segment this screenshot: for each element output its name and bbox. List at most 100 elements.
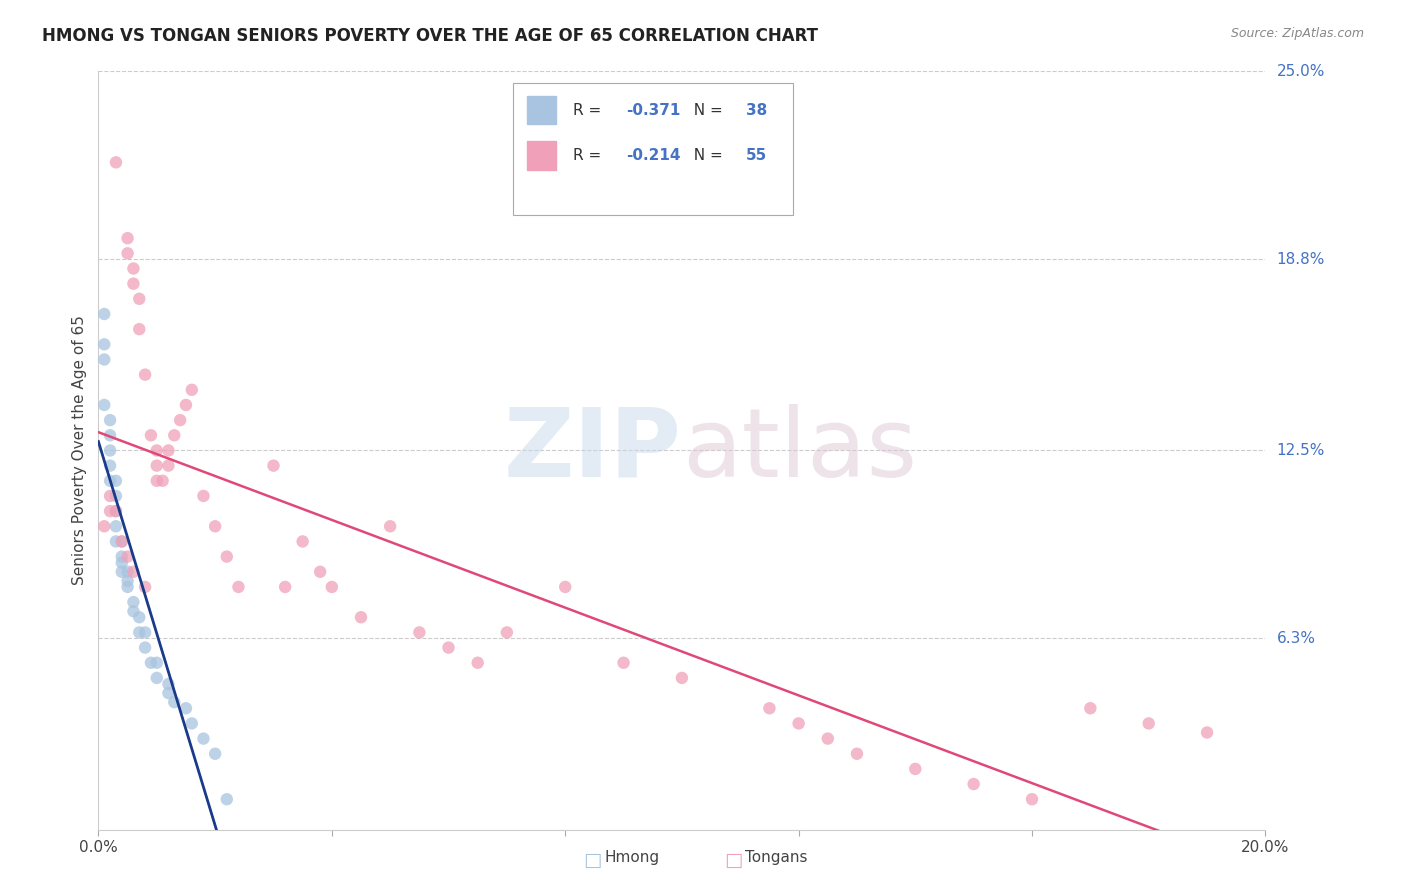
Text: atlas: atlas [682,404,917,497]
Point [111,565,134,579]
Point [134,580,156,594]
Point [1021,792,1043,806]
Point [274,580,297,594]
Y-axis label: Seniors Poverty Over the Age of 65: Seniors Poverty Over the Age of 65 [72,316,87,585]
Point [98,428,121,442]
Point [146,656,169,670]
Point [139,428,162,442]
Point [787,716,810,731]
Point [93,519,115,533]
Point [111,549,134,564]
Point [98,474,121,488]
Point [111,534,134,549]
Point [157,443,180,458]
Text: R =: R = [574,103,606,118]
Point [98,458,121,473]
Point [846,747,869,761]
Point [122,565,145,579]
Point [496,625,519,640]
Text: 12.5%: 12.5% [1277,443,1324,458]
Point [817,731,839,746]
Point [157,458,180,473]
Point [122,261,145,276]
Text: R =: R = [574,148,606,163]
Point [128,625,150,640]
Point [117,549,139,564]
Point [350,610,373,624]
Point [111,556,134,570]
Point [309,565,332,579]
Point [262,458,284,473]
Text: 6.3%: 6.3% [1277,631,1316,646]
Point [134,625,156,640]
Point [117,580,139,594]
Point [146,458,169,473]
Point [904,762,927,776]
Text: N =: N = [685,148,728,163]
Point [671,671,693,685]
Point [437,640,460,655]
Text: -0.214: -0.214 [626,148,681,163]
Point [134,640,156,655]
Point [146,443,169,458]
Text: ZIP: ZIP [503,404,682,497]
Point [174,398,197,412]
Point [291,534,314,549]
Point [139,656,162,670]
Text: 55: 55 [747,148,768,163]
Text: □: □ [583,851,602,870]
Point [93,352,115,367]
Text: -0.371: -0.371 [626,103,681,118]
Point [204,519,226,533]
Point [122,604,145,618]
Point [215,549,238,564]
FancyBboxPatch shape [513,83,793,216]
Point [228,580,250,594]
Point [98,413,121,427]
Point [152,474,174,488]
Point [380,519,402,533]
Point [193,731,215,746]
Point [98,443,121,458]
Point [104,155,127,169]
Point [408,625,430,640]
Point [104,489,127,503]
Point [104,474,127,488]
Point [163,428,186,442]
Point [98,489,121,503]
Point [193,489,215,503]
Point [554,580,576,594]
Point [1195,725,1218,739]
Text: Source: ZipAtlas.com: Source: ZipAtlas.com [1230,27,1364,40]
Point [157,686,180,700]
Point [117,246,139,260]
Point [204,747,226,761]
Point [157,677,180,691]
Point [128,292,150,306]
Point [117,231,139,245]
Bar [527,142,555,169]
Point [111,534,134,549]
Point [117,574,139,588]
Bar [527,96,555,124]
Point [104,519,127,533]
Point [467,656,489,670]
Point [962,777,984,791]
Point [122,277,145,291]
Point [146,474,169,488]
Point [146,671,169,685]
Point [134,368,156,382]
Point [128,322,150,336]
Point [1080,701,1102,715]
Point [1137,716,1160,731]
Text: Tongans: Tongans [745,850,807,865]
Point [93,398,115,412]
Point [180,716,202,731]
Point [104,534,127,549]
Text: N =: N = [685,103,728,118]
Point [104,504,127,518]
Text: 25.0%: 25.0% [1277,64,1324,78]
Text: Hmong: Hmong [605,850,659,865]
Text: HMONG VS TONGAN SENIORS POVERTY OVER THE AGE OF 65 CORRELATION CHART: HMONG VS TONGAN SENIORS POVERTY OVER THE… [42,27,818,45]
Point [758,701,780,715]
